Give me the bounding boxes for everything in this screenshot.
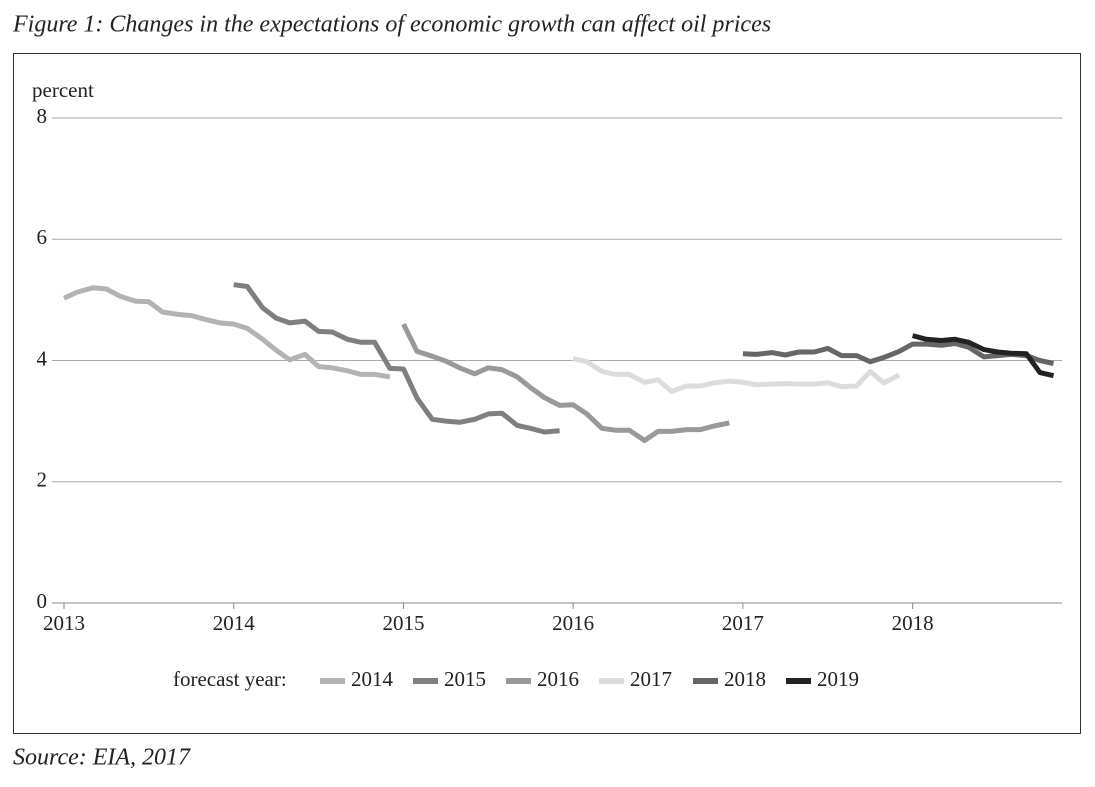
series-line — [572, 356, 901, 394]
x-tick-label: 2014 — [213, 611, 256, 635]
y-tick-label: 6 — [37, 225, 48, 249]
legend-label: 2016 — [537, 667, 579, 691]
y-axis-label: percent — [32, 78, 94, 102]
y-tick-label: 0 — [37, 589, 48, 613]
y-tick-label: 4 — [37, 346, 48, 370]
frame — [13, 53, 1081, 734]
series-line — [401, 322, 730, 443]
x-tick-label: 2016 — [552, 611, 594, 635]
legend-label: 2017 — [630, 667, 672, 691]
legend-title: forecast year: — [173, 667, 287, 691]
series-line — [62, 285, 391, 380]
x-tick-label: 2018 — [892, 611, 934, 635]
series-line — [742, 341, 1055, 366]
series-line — [911, 333, 1055, 379]
legend-label: 2018 — [724, 667, 766, 691]
x-tick-label: 2015 — [382, 611, 424, 635]
x-tick-label: 2013 — [43, 611, 85, 635]
y-tick-label: 8 — [37, 104, 48, 128]
chart-title: Figure 1: Changes in the expectations of… — [12, 12, 771, 38]
x-tick-label: 2017 — [722, 611, 764, 635]
series-line — [233, 282, 560, 435]
legend-label: 2019 — [817, 667, 859, 691]
y-tick-label: 2 — [37, 468, 48, 492]
source: Source: EIA, 2017 — [13, 745, 191, 771]
legend-label: 2014 — [351, 667, 394, 691]
legend-label: 2015 — [444, 667, 486, 691]
